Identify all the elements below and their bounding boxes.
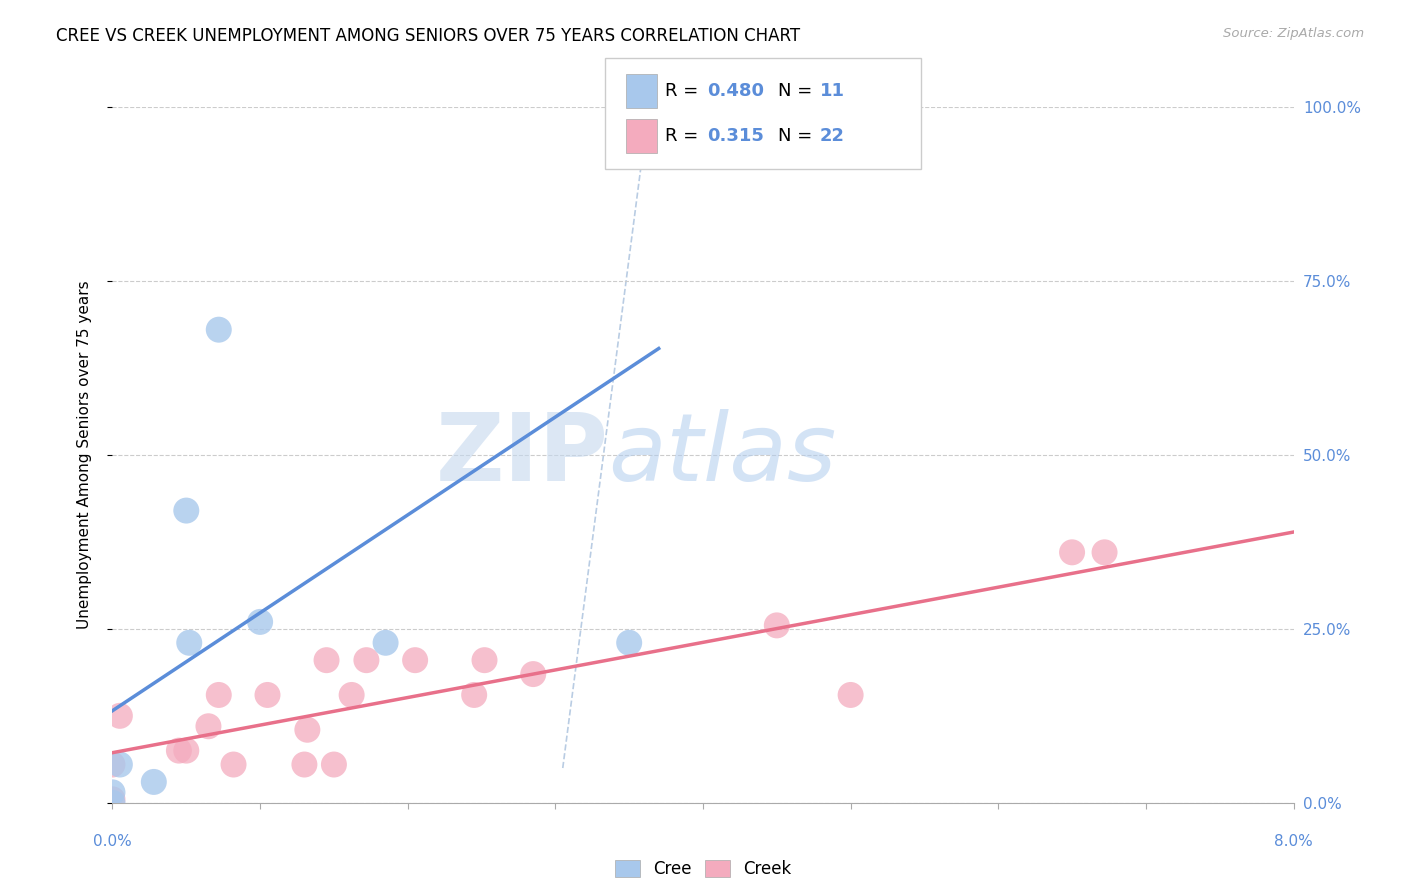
Point <box>474 653 496 667</box>
Point <box>315 653 337 667</box>
Point <box>179 636 201 650</box>
Point <box>374 636 396 650</box>
Point <box>340 688 363 702</box>
Point <box>108 708 131 723</box>
Text: 0.315: 0.315 <box>707 128 763 145</box>
Point <box>619 636 641 650</box>
Point <box>174 503 197 517</box>
Point <box>108 757 131 772</box>
Point <box>167 744 190 758</box>
Point <box>766 618 789 632</box>
Point <box>636 100 658 114</box>
Text: atlas: atlas <box>609 409 837 500</box>
Point <box>249 615 271 629</box>
Point <box>522 667 544 681</box>
Text: 0.480: 0.480 <box>707 82 765 100</box>
Text: CREE VS CREEK UNEMPLOYMENT AMONG SENIORS OVER 75 YEARS CORRELATION CHART: CREE VS CREEK UNEMPLOYMENT AMONG SENIORS… <box>56 27 800 45</box>
Point <box>208 323 231 337</box>
Point <box>256 688 278 702</box>
Point <box>101 792 124 806</box>
Point <box>101 796 124 810</box>
Point <box>297 723 319 737</box>
Text: N =: N = <box>778 128 817 145</box>
Legend: Cree, Creek: Cree, Creek <box>607 854 799 885</box>
Text: ZIP: ZIP <box>436 409 609 501</box>
Y-axis label: Unemployment Among Seniors over 75 years: Unemployment Among Seniors over 75 years <box>77 281 91 629</box>
Text: 22: 22 <box>820 128 845 145</box>
Text: 0.0%: 0.0% <box>93 834 132 849</box>
Point <box>197 719 219 733</box>
Point <box>142 775 165 789</box>
Text: R =: R = <box>665 82 704 100</box>
Point <box>222 757 245 772</box>
Point <box>101 757 124 772</box>
Point <box>404 653 426 667</box>
Text: 11: 11 <box>820 82 845 100</box>
Text: Source: ZipAtlas.com: Source: ZipAtlas.com <box>1223 27 1364 40</box>
Point <box>463 688 485 702</box>
Text: 8.0%: 8.0% <box>1274 834 1313 849</box>
Point <box>839 688 862 702</box>
Point <box>1062 545 1084 559</box>
Text: R =: R = <box>665 128 710 145</box>
Point <box>101 785 124 799</box>
Point <box>323 757 346 772</box>
Text: N =: N = <box>778 82 817 100</box>
Point <box>208 688 231 702</box>
Point <box>292 757 315 772</box>
Point <box>1094 545 1116 559</box>
Point <box>356 653 378 667</box>
Point <box>174 744 197 758</box>
